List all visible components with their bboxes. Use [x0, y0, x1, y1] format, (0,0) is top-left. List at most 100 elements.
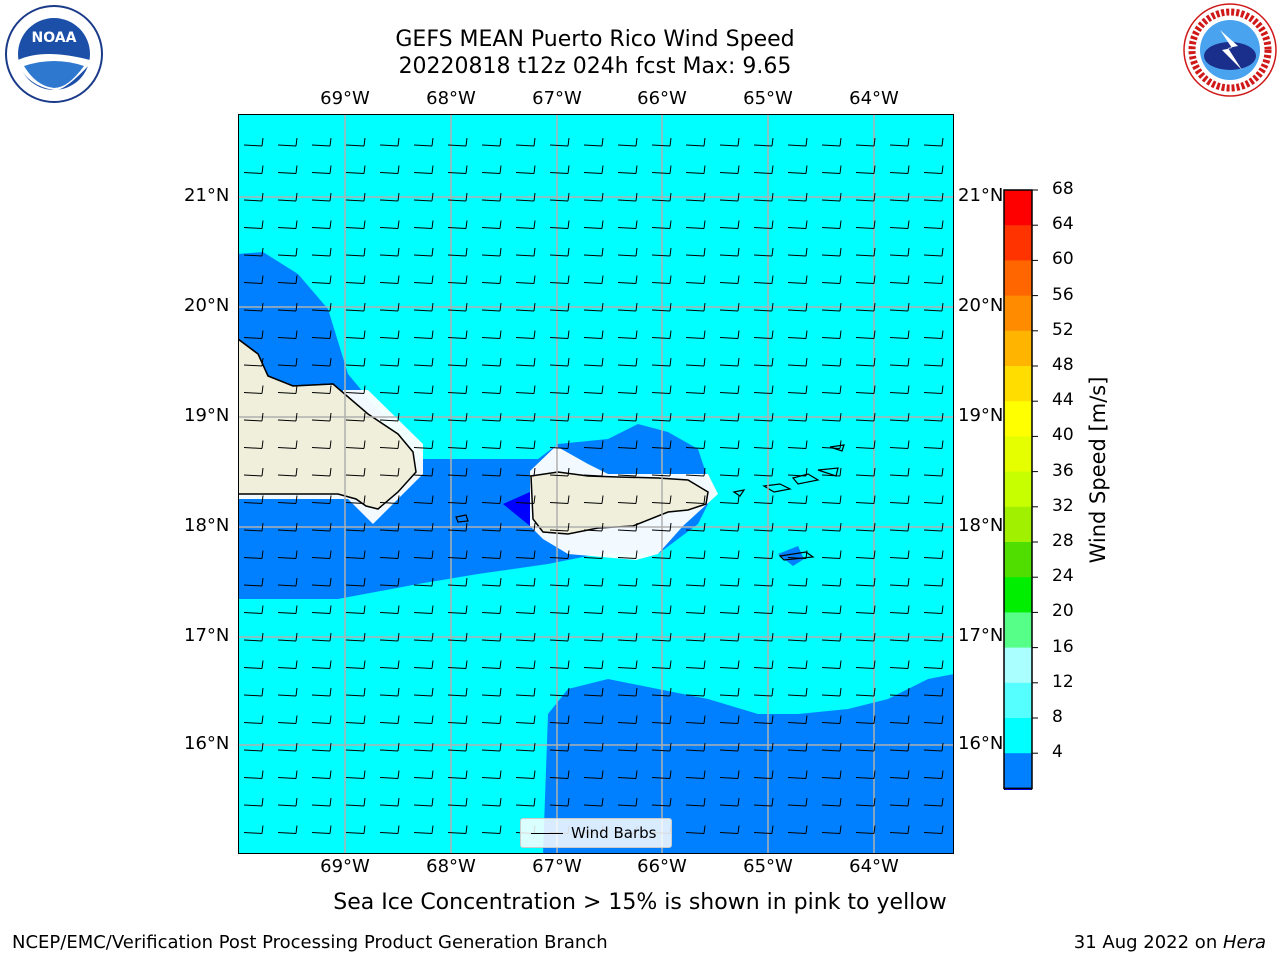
wind-barb	[311, 770, 332, 779]
wind-barb	[923, 797, 944, 807]
footer-host: Hera	[1222, 932, 1266, 953]
wind-barb	[481, 825, 502, 834]
wind-barb	[311, 220, 332, 229]
wind-barb	[889, 825, 910, 834]
wind-barb	[889, 660, 910, 669]
wind-barb	[651, 577, 672, 587]
wind-barb	[447, 660, 468, 669]
colorbar-tick-label: 32	[1052, 495, 1074, 516]
wind-barb	[617, 687, 638, 697]
wind-barb	[617, 220, 638, 229]
wind-barb	[549, 247, 570, 257]
wind-barb	[651, 550, 672, 559]
wind-barb	[583, 137, 604, 147]
wind-barb	[651, 605, 672, 614]
wind-barb	[243, 550, 264, 559]
lon-label-top: 69°W	[320, 88, 370, 109]
wind-barb	[855, 770, 876, 779]
wind-barb	[889, 137, 910, 147]
wind-barb	[787, 302, 808, 312]
wind-barb	[855, 660, 876, 669]
wind-barb	[379, 632, 400, 642]
wind-barb	[277, 687, 298, 697]
wind-barb	[549, 467, 570, 477]
lat-label-left: 20°N	[184, 295, 230, 316]
wind-barb	[515, 330, 536, 339]
wind-barb	[753, 357, 774, 367]
wind-barb	[685, 797, 706, 807]
wind-barb	[549, 660, 570, 669]
caption: Sea Ice Concentration > 15% is shown in …	[333, 890, 947, 915]
wind-barb	[753, 715, 774, 724]
wind-barb	[651, 632, 672, 642]
wind-barb	[583, 687, 604, 697]
wind-barb	[719, 577, 740, 587]
wind-barb	[889, 522, 910, 532]
wind-barb	[821, 770, 842, 779]
wind-barb	[447, 385, 468, 394]
chart-title: GEFS MEAN Puerto Rico Wind Speed	[395, 27, 795, 52]
colorbar-tick-label: 28	[1052, 531, 1074, 551]
wind-barb	[787, 605, 808, 614]
wind-barb	[345, 797, 366, 807]
colorbar-segment	[1004, 542, 1032, 578]
wind-barb	[413, 495, 434, 504]
wind-barb	[923, 632, 944, 642]
colorbar-tick-label: 40	[1052, 425, 1074, 446]
wind-barb	[277, 357, 298, 367]
wind-barb	[379, 687, 400, 697]
wind-barb	[719, 192, 740, 202]
wind-barb	[515, 385, 536, 394]
wind-barb	[447, 137, 468, 147]
wind-barb	[617, 632, 638, 642]
lat-label-left: 17°N	[184, 625, 230, 646]
footer-date: 31 Aug 2022 on	[1073, 932, 1223, 953]
wind-barb	[243, 440, 264, 449]
wind-barb	[515, 357, 536, 367]
wind-barb	[311, 550, 332, 559]
wind-barb	[515, 247, 536, 257]
wind-barb	[277, 660, 298, 669]
wind-barb	[719, 165, 740, 174]
wind-barb	[685, 330, 706, 339]
wind-barb	[617, 357, 638, 367]
wind-barb	[277, 577, 298, 587]
wind-barb	[379, 660, 400, 669]
colorbar-segment	[1004, 260, 1032, 297]
wind-barb	[379, 137, 400, 147]
footer-left: NCEP/EMC/Verification Post Processing Pr…	[12, 932, 608, 953]
wind-barb	[345, 715, 366, 724]
colorbar-tick-label: 20	[1052, 601, 1074, 622]
wind-barb	[447, 770, 468, 779]
wind-barb	[651, 467, 672, 477]
lat-label-right: 21°N	[958, 185, 1004, 206]
wind-barb	[311, 522, 332, 532]
wind-barb	[889, 247, 910, 257]
wind-barb	[311, 715, 332, 724]
wind-barb	[651, 275, 672, 284]
wind-barb	[549, 522, 570, 532]
wind-barb	[481, 302, 502, 312]
wind-barb	[549, 357, 570, 367]
wind-barb	[447, 247, 468, 257]
wind-barb	[787, 522, 808, 532]
wind-barb	[855, 302, 876, 312]
wind-barb	[243, 330, 264, 339]
wind-barb	[719, 302, 740, 312]
wind-barb	[583, 550, 604, 559]
wind-barb	[617, 440, 638, 449]
wind-barb	[855, 522, 876, 532]
lon-label-top: 64°W	[849, 88, 899, 109]
wind-barb	[413, 467, 434, 477]
wind-barb	[311, 605, 332, 614]
wind-barb	[821, 605, 842, 614]
wind-barb	[821, 137, 842, 147]
wind-barb	[923, 357, 944, 367]
wind-barb	[311, 825, 332, 834]
wind-barb	[379, 550, 400, 559]
wind-barb	[345, 302, 366, 312]
lon-label-bottom: 67°W	[532, 856, 582, 877]
wind-barb	[651, 247, 672, 257]
wind-barb	[855, 220, 876, 229]
wind-barb	[345, 357, 366, 367]
